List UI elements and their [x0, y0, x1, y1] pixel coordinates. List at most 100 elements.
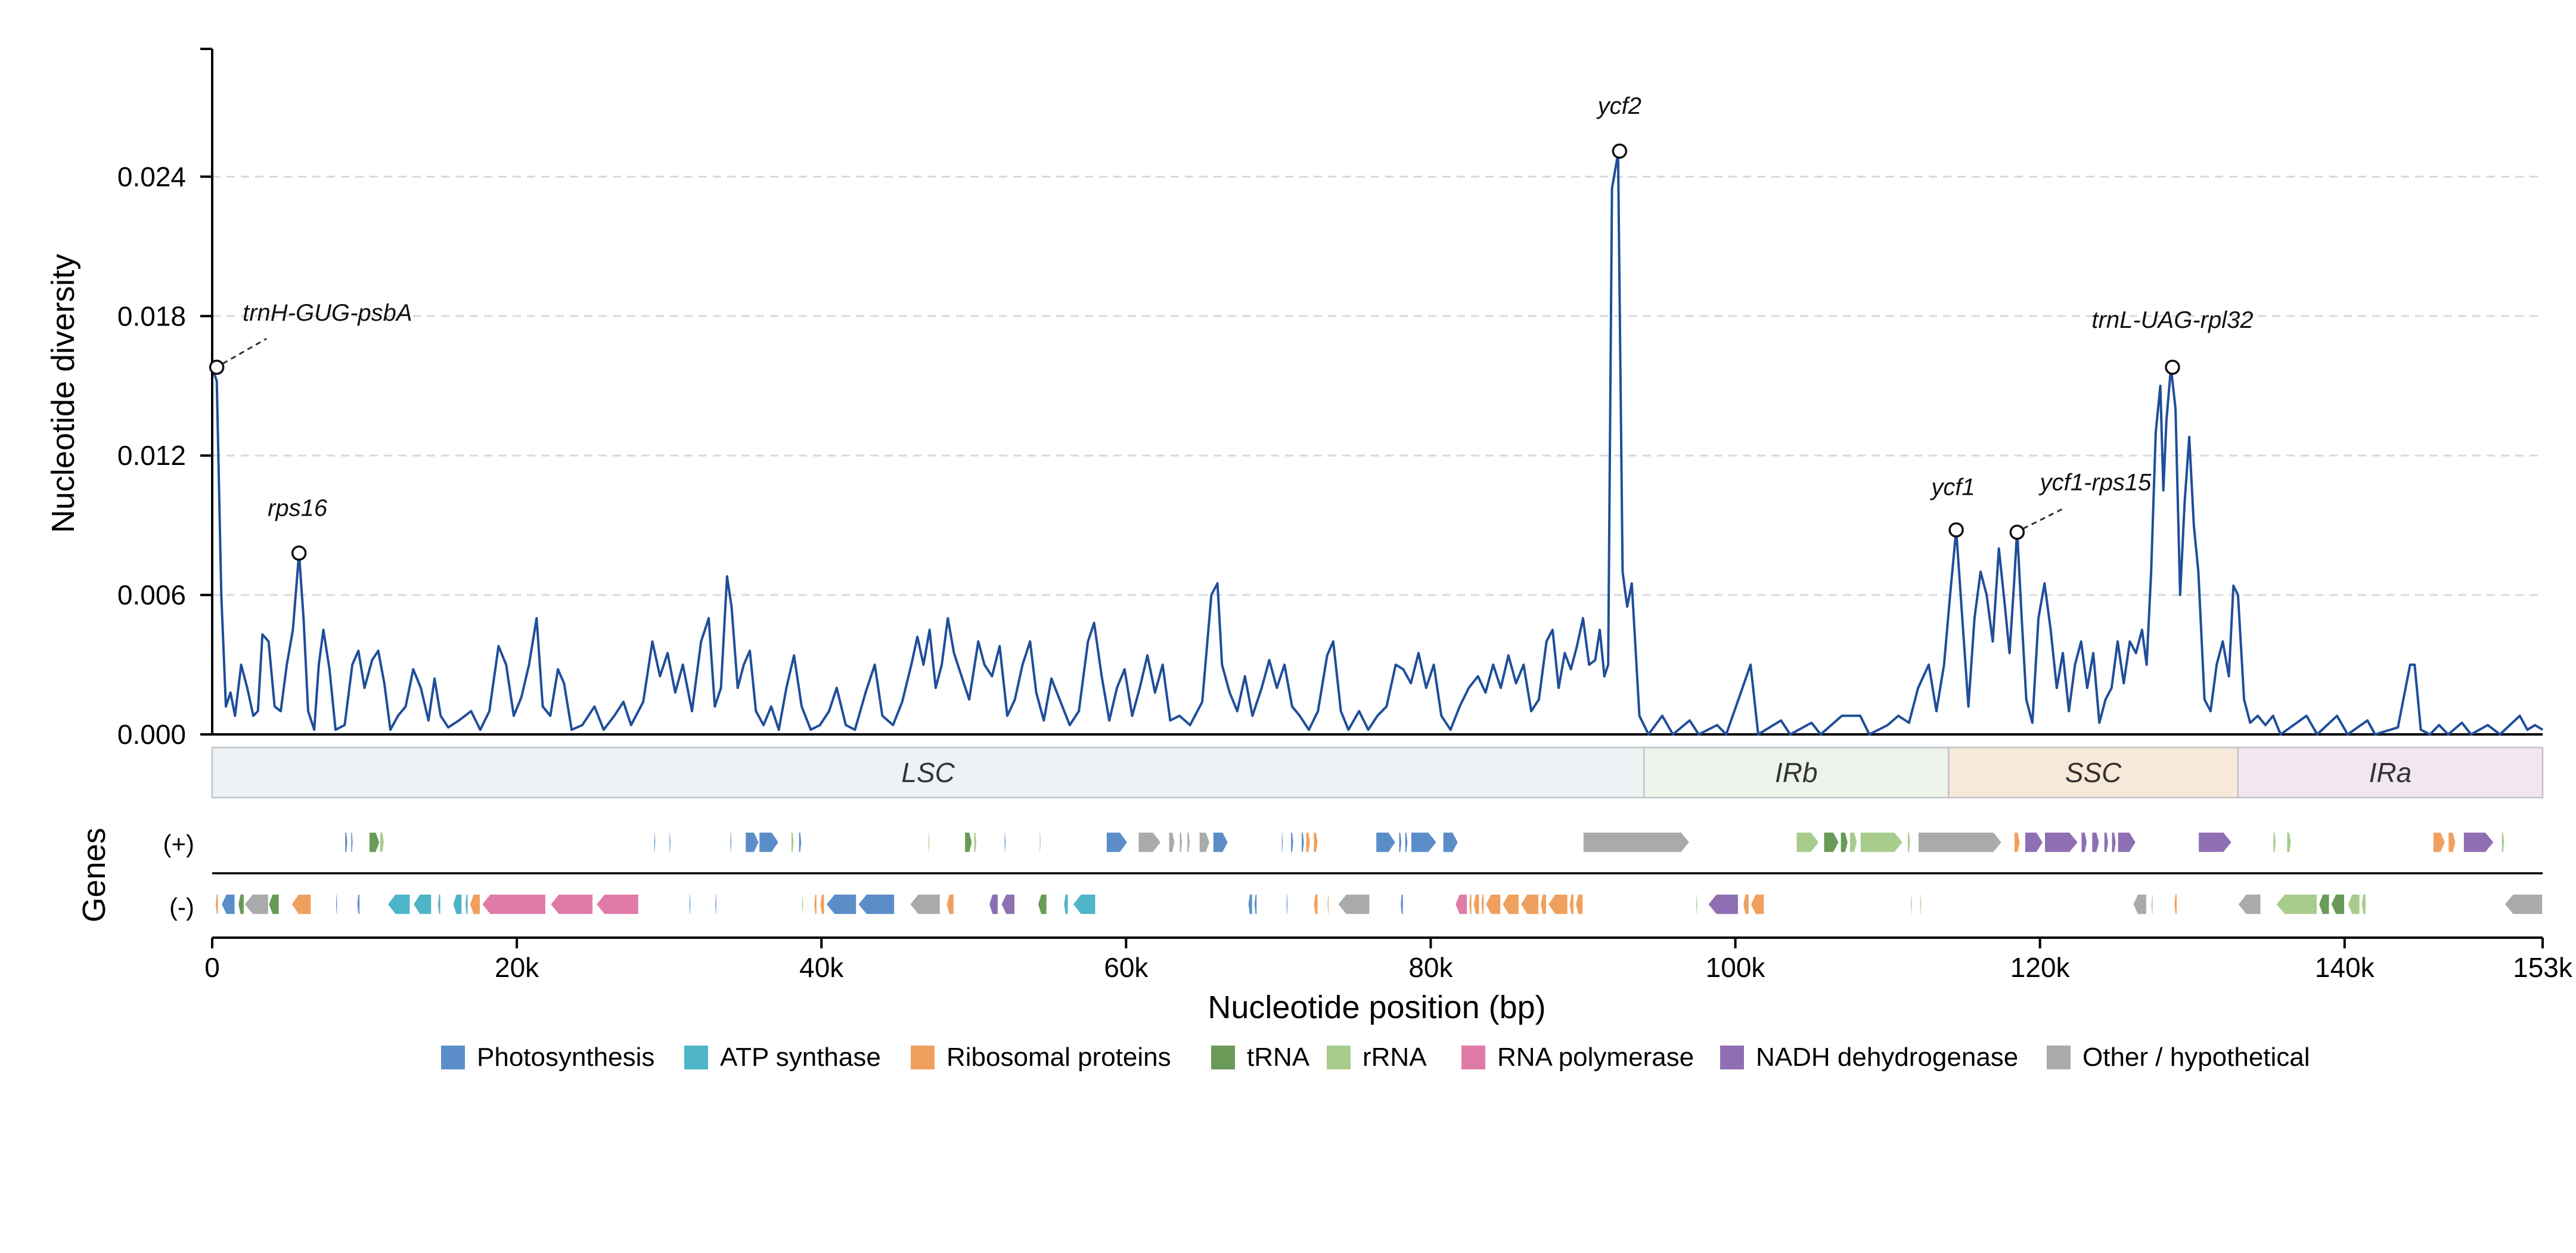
gene-block-minus [857, 894, 895, 915]
gene-block-minus [988, 894, 999, 915]
gene-block-plus [964, 832, 973, 853]
gene-block-plus [1179, 832, 1183, 853]
x-tick-label: 80k [1408, 952, 1453, 983]
genome-regions: LSC IRb SSC IRa [211, 746, 2544, 799]
gene-block-minus [1473, 894, 1480, 915]
gene-block-plus [730, 832, 733, 853]
gene-block-plus [1106, 832, 1128, 853]
gene-block-minus [1481, 894, 1485, 915]
peak-annotations: trnH-GUG-psbA rps16 ycf2 ycf1 ycf1-rps15 trnL… [209, 93, 2254, 561]
gene-block-minus [2150, 894, 2153, 915]
gene-block-minus [595, 894, 640, 915]
gene-block-plus [2024, 832, 2044, 853]
gene-block-minus [1540, 894, 1547, 915]
gene-block-minus [825, 894, 857, 915]
legend-swatch [1461, 1046, 1485, 1069]
gene-block-minus [2330, 894, 2345, 915]
x-tick-label: 100k [1706, 952, 1766, 983]
gene-block-plus [1860, 832, 1904, 853]
gene-block-minus [412, 894, 432, 915]
gene-block-plus [1186, 832, 1191, 853]
gene-block-minus [1695, 894, 1698, 915]
gene-block-plus [2501, 832, 2505, 853]
region-band [211, 746, 1645, 799]
gene-block-minus [2361, 894, 2367, 915]
gene-block-plus [2432, 832, 2446, 853]
y-tick-label: 0.024 [117, 161, 186, 192]
gene-block-minus [290, 894, 312, 915]
peak-leader-line [2022, 507, 2065, 530]
genes-track-title: Genes [76, 827, 112, 922]
diversity-series-line [211, 152, 2544, 736]
gene-tracks [212, 832, 2543, 915]
peak-marker [2009, 525, 2025, 540]
peak-label: trnL-UAG-rpl32 [2091, 307, 2253, 333]
x-tick-label: 140k [2315, 952, 2375, 983]
gene-block-plus [1301, 832, 1305, 853]
region-label: IRa [2369, 757, 2412, 788]
gene-block-minus [1501, 894, 1520, 915]
legend-label: NADH dehydrogenase [1756, 1043, 2018, 1072]
gene-block-plus [790, 832, 794, 853]
y-tick-label: 0.006 [117, 579, 186, 610]
gene-block-minus [688, 894, 691, 915]
gene-block-minus [1285, 894, 1289, 915]
gene-block-plus [350, 832, 354, 853]
gene-block-minus [1063, 894, 1069, 915]
legend-label: ATP synthase [720, 1043, 881, 1072]
gene-block-minus [1575, 894, 1584, 915]
gene-block-minus [221, 894, 236, 915]
region-label: SSC [2065, 757, 2122, 788]
gene-block-minus [243, 894, 269, 915]
gene-block-plus [1917, 832, 2003, 853]
gene-block-minus [1707, 894, 1739, 915]
gene-block-minus [714, 894, 718, 915]
legend-swatch [684, 1046, 708, 1069]
legend-label: tRNA [1247, 1043, 1310, 1072]
region-band [1643, 746, 1950, 799]
legend-label: Ribosomal proteins [946, 1043, 1171, 1072]
gene-block-minus [237, 894, 245, 915]
gene-block-plus [744, 832, 760, 853]
gene-block-plus [2447, 832, 2457, 853]
gene-block-plus [344, 832, 349, 853]
x-tick-label: 20k [495, 952, 539, 983]
gene-block-plus [368, 832, 380, 853]
axes: 0.000 0.006 0.012 0.018 0.024 [117, 48, 2543, 750]
gene-block-plus [2103, 832, 2109, 853]
gene-block-plus [1410, 832, 1438, 853]
gene-block-plus [379, 832, 385, 853]
minus-strand-label: (-) [169, 893, 194, 921]
gene-block-minus [437, 894, 442, 915]
gene-block-plus [1038, 832, 1042, 853]
gene-block-plus [1375, 832, 1396, 853]
gene-block-minus [1337, 894, 1370, 915]
peak-marker [1612, 143, 1628, 159]
x-tick-label: 0 [204, 952, 220, 983]
x-axis: 0 20k 40k 60k 80k 100k 120k 140k 153k [204, 936, 2573, 983]
gene-block-plus [1582, 832, 1690, 853]
x-tick-label: 120k [2010, 952, 2071, 983]
peak-leader-line [222, 337, 267, 365]
gene-block-minus [1399, 894, 1404, 915]
gene-block-minus [464, 894, 469, 915]
gene-block-plus [1305, 832, 1311, 853]
gene-block-minus [1312, 894, 1319, 915]
gene-block-plus [668, 832, 672, 853]
gene-block-plus [1004, 832, 1007, 853]
gene-block-minus [2504, 894, 2543, 915]
legend-label: rRNA [1363, 1043, 1427, 1072]
gene-block-plus [1796, 832, 1820, 853]
legend-label: RNA polymerase [1497, 1043, 1694, 1072]
x-tick-label: 60k [1104, 952, 1149, 983]
gene-block-plus [758, 832, 780, 853]
gene-block-plus [1849, 832, 1858, 853]
legend-swatch [1211, 1046, 1235, 1069]
gene-block-plus [798, 832, 802, 853]
gene-block-minus [2132, 894, 2147, 915]
gene-block-plus [1199, 832, 1211, 853]
gene-block-plus [2080, 832, 2088, 853]
region-band [2237, 746, 2544, 799]
gene-block-minus [1742, 894, 1750, 915]
